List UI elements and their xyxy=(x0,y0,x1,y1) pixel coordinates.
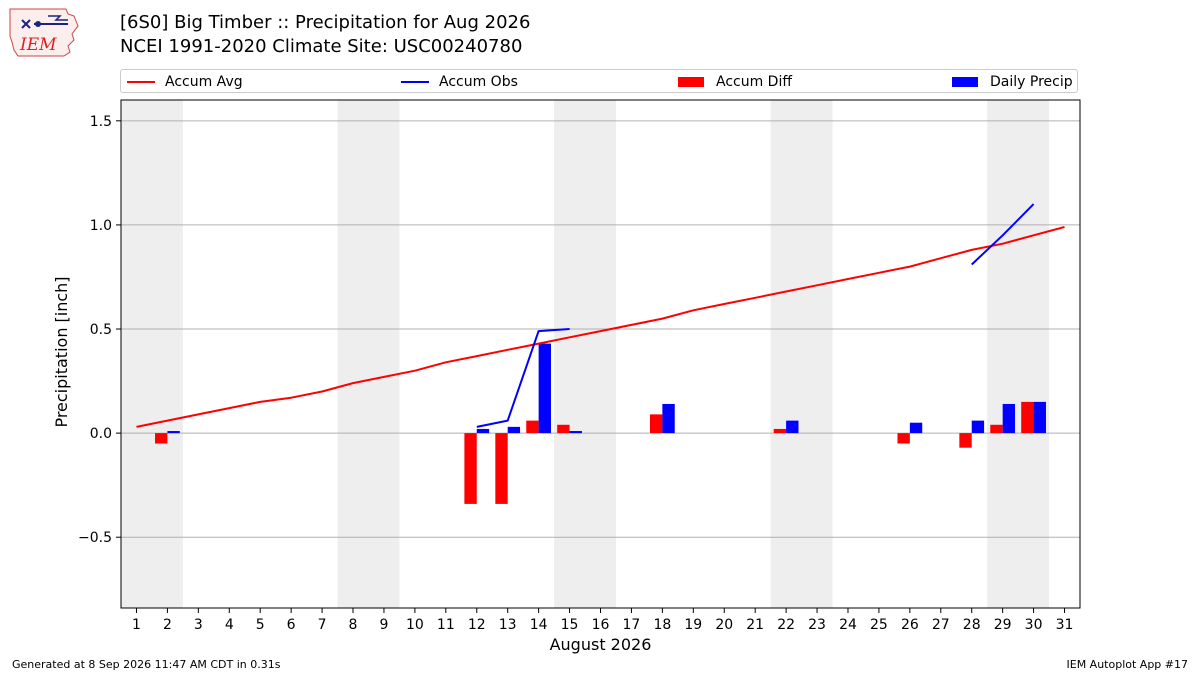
daily-precip-bar xyxy=(662,403,675,434)
weekend-band xyxy=(987,100,1050,608)
accum-diff-bar xyxy=(897,433,910,444)
x-tick-label: 21 xyxy=(746,617,764,633)
chart-title: [6S0] Big Timber :: Precipitation for Au… xyxy=(120,12,531,33)
x-tick-label: 10 xyxy=(406,617,424,633)
x-tick-label: 4 xyxy=(225,617,234,633)
legend-swatch-accum-diff xyxy=(678,77,704,87)
x-tick-label: 18 xyxy=(653,617,671,633)
daily-precip-bar xyxy=(538,343,552,434)
x-tick-label: 28 xyxy=(963,617,981,633)
accum-diff-bar xyxy=(990,424,1003,434)
daily-precip-bar xyxy=(476,428,490,434)
x-tick-label: 15 xyxy=(561,617,579,633)
y-tick-label: 1.0 xyxy=(90,218,112,234)
legend-label: Accum Obs xyxy=(439,74,518,90)
x-tick-label: 8 xyxy=(349,617,358,633)
daily-precip-bar xyxy=(971,420,985,434)
x-tick-label: 2 xyxy=(163,617,172,633)
x-tick-label: 27 xyxy=(932,617,950,633)
daily-precip-bar xyxy=(1033,401,1046,434)
y-tick-label: 0.5 xyxy=(90,322,112,338)
x-tick-label: 19 xyxy=(684,617,702,633)
weekend-band xyxy=(121,100,183,608)
daily-precip-bar xyxy=(1002,403,1016,434)
chart-subtitle: NCEI 1991-2020 Climate Site: USC00240780 xyxy=(120,36,523,57)
x-tick-label: 20 xyxy=(715,617,733,633)
x-tick-label: 5 xyxy=(256,617,265,633)
x-tick-label: 30 xyxy=(1025,617,1043,633)
accum-diff-bar xyxy=(464,433,477,504)
weekend-band xyxy=(337,100,400,608)
x-tick-label: 26 xyxy=(901,617,919,633)
x-tick-label: 31 xyxy=(1056,617,1074,633)
legend-label: Accum Avg xyxy=(165,74,243,90)
daily-precip-bar xyxy=(507,426,521,434)
daily-precip-bar xyxy=(786,420,799,434)
accum-diff-bar xyxy=(155,433,168,444)
accum-diff-bar xyxy=(959,433,972,448)
y-tick-label: 1.5 xyxy=(90,114,112,130)
x-tick-label: 22 xyxy=(777,617,795,633)
footer-generated: Generated at 8 Sep 2026 11:47 AM CDT in … xyxy=(12,658,281,671)
x-tick-label: 17 xyxy=(623,617,641,633)
accum-diff-bar xyxy=(649,414,663,434)
plot-frame xyxy=(120,99,1081,609)
iem-logo: IEM xyxy=(8,6,80,58)
weekend-band xyxy=(770,100,833,608)
x-tick-label: 14 xyxy=(530,617,548,633)
legend-label: Daily Precip xyxy=(990,74,1073,90)
y-tick-label: −0.5 xyxy=(78,530,112,546)
daily-precip-bar xyxy=(909,422,923,434)
x-tick-label: 16 xyxy=(592,617,610,633)
legend-swatch-daily-precip xyxy=(952,77,978,87)
x-tick-label: 23 xyxy=(808,617,826,633)
daily-precip-bar xyxy=(167,431,180,434)
x-tick-label: 29 xyxy=(994,617,1012,633)
x-tick-label: 24 xyxy=(839,617,857,633)
legend-item-daily-precip: Daily Precip xyxy=(952,73,1073,91)
accum-obs-line xyxy=(971,203,1035,266)
x-tick-label: 9 xyxy=(379,617,388,633)
daily-precip-bar xyxy=(569,431,582,434)
x-tick-label: 1 xyxy=(132,617,141,633)
accum-diff-bar xyxy=(495,433,508,504)
legend: Accum Avg Accum Obs Accum Diff Daily Pre… xyxy=(120,69,1078,93)
legend-item-accum-obs: Accum Obs xyxy=(401,73,518,91)
x-tick-label: 11 xyxy=(437,617,455,633)
legend-swatch-accum-obs xyxy=(401,81,429,83)
legend-item-accum-diff: Accum Diff xyxy=(678,73,792,91)
accum-diff-bar xyxy=(557,424,570,434)
y-axis-label: Precipitation [inch] xyxy=(52,276,71,427)
weekend-band xyxy=(554,100,616,608)
x-tick-label: 7 xyxy=(318,617,327,633)
x-tick-label: 6 xyxy=(287,617,296,633)
accum-avg-line xyxy=(136,226,1065,428)
x-tick-label: 12 xyxy=(468,617,486,633)
legend-swatch-accum-avg xyxy=(127,81,155,83)
x-tick-label: 3 xyxy=(194,617,203,633)
y-tick-label: 0.0 xyxy=(90,426,112,442)
x-axis-label: August 2026 xyxy=(550,635,652,654)
accum-obs-line xyxy=(476,328,570,428)
legend-item-accum-avg: Accum Avg xyxy=(127,73,243,91)
x-tick-label: 25 xyxy=(870,617,888,633)
logo-text: IEM xyxy=(19,35,57,55)
accum-diff-bar xyxy=(1021,401,1034,434)
footer-app-id: IEM Autoplot App #17 xyxy=(1066,658,1189,671)
accum-diff-bar xyxy=(773,428,787,434)
accum-diff-bar xyxy=(526,420,539,434)
legend-label: Accum Diff xyxy=(716,74,793,90)
x-tick-label: 13 xyxy=(499,617,517,633)
